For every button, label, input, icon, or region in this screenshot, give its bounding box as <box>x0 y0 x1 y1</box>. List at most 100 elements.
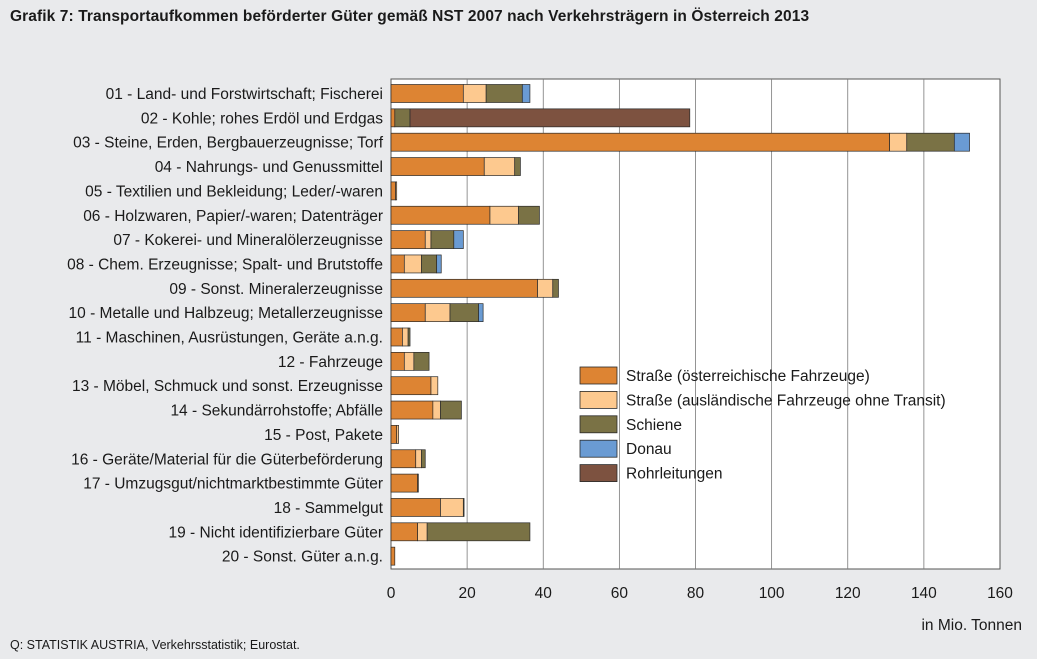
bar-segment-7-series-3 <box>430 230 455 249</box>
bar-segment-5-series-2 <box>395 181 398 201</box>
bar-segment-8-series-2 <box>403 254 422 274</box>
category-label-3: 03 - Steine, Erden, Bergbauerzeugnisse; … <box>73 135 384 152</box>
category-label-9: 09 - Sonst. Mineralerzeugnisse <box>169 281 383 298</box>
category-label-15: 15 - Post, Pakete <box>264 427 383 444</box>
legend-label-3: Schiene <box>626 417 682 434</box>
bar-segment-4-series-2 <box>483 157 516 176</box>
bar-segment-10-series-1 <box>390 303 426 322</box>
category-label-8: 08 - Chem. Erzeugnisse; Spalt- und Bruts… <box>67 256 383 273</box>
category-label-17: 17 - Umzugsgut/nichtmarktbestimmte Güter <box>83 476 383 493</box>
x-axis-ticks: 0 20 40 60 80 100 120 140 160 <box>387 585 1014 602</box>
legend-label-1: Straße (österreichische Fahrzeuge) <box>626 368 870 385</box>
bar-segment-5-series-1 <box>390 181 396 201</box>
x-tick-label-20: 20 <box>459 585 477 602</box>
category-label-5: 05 - Textilien und Bekleidung; Leder/-wa… <box>85 183 383 200</box>
source-note: Q: STATISTIK AUSTRIA, Verkehrsstatistik;… <box>10 638 300 652</box>
bar-segment-9-series-1 <box>390 278 538 298</box>
x-tick-label-160: 160 <box>987 585 1013 602</box>
bar-segment-12-series-3 <box>413 352 430 371</box>
bar-segment-7-series-1 <box>390 230 426 249</box>
category-label-1: 01 - Land- und Forstwirtschaft; Fischere… <box>106 86 383 103</box>
bar-segment-14-series-3 <box>440 400 462 420</box>
category-label-14: 14 - Sekundärrohstoffe; Abfälle <box>170 403 383 420</box>
bar-segment-19-series-1 <box>390 522 418 542</box>
bar-segment-10-series-4 <box>478 303 484 322</box>
bar-segment-3-series-2 <box>889 132 908 152</box>
x-tick-label-60: 60 <box>611 585 629 602</box>
bar-segment-7-series-2 <box>424 230 432 249</box>
bar-segment-16-series-2 <box>415 449 422 469</box>
legend-label-2: Straße (ausländische Fahrzeuge ohne Tran… <box>626 392 946 409</box>
category-label-6: 06 - Holzwaren, Papier/-waren; Datenträg… <box>83 208 383 225</box>
legend-label-4: Donau <box>626 441 672 458</box>
bar-segment-16-series-3 <box>421 449 426 469</box>
bar-segment-17-series-2 <box>417 473 419 493</box>
bar-segment-1-series-1 <box>390 84 464 103</box>
category-labels: 01 - Land- und Forstwirtschaft; Fischere… <box>67 86 384 566</box>
x-tick-label-120: 120 <box>835 585 861 602</box>
bar-segment-19-series-3 <box>426 522 531 542</box>
bar-segment-2-series-3 <box>394 108 411 128</box>
bar-segment-6-series-1 <box>390 205 491 225</box>
bar-segment-13-series-2 <box>430 376 439 396</box>
bar-segment-1-series-3 <box>485 84 523 103</box>
legend-swatch-5 <box>579 464 618 483</box>
bar-segment-12-series-1 <box>390 352 405 371</box>
legend-swatch-4 <box>579 439 618 458</box>
bar-segment-3-series-1 <box>390 132 890 152</box>
category-label-13: 13 - Möbel, Schmuck und sonst. Erzeugnis… <box>72 378 383 395</box>
bar-segment-9-series-3 <box>552 278 559 298</box>
bar-segment-13-series-1 <box>390 376 432 396</box>
bar-segment-10-series-2 <box>424 303 451 322</box>
category-label-16: 16 - Geräte/Material für die Güterbeförd… <box>71 451 383 468</box>
bar-segment-1-series-2 <box>462 84 487 103</box>
bar-segment-18-series-1 <box>390 498 441 517</box>
bar-segment-10-series-3 <box>449 303 479 322</box>
chart-title: Grafik 7: Transportaufkommen beförderter… <box>10 8 810 25</box>
category-label-2: 02 - Kohle; rohes Erdöl und Erdgas <box>141 110 383 127</box>
category-label-20: 20 - Sonst. Güter a.n.g. <box>222 549 383 566</box>
x-axis-unit-label: in Mio. Tonnen <box>921 617 1022 634</box>
category-label-7: 07 - Kokerei- und Mineralölerzeugnisse <box>113 232 383 249</box>
bar-segment-8-series-1 <box>390 254 405 274</box>
bar-segment-11-series-1 <box>390 327 403 347</box>
bar-segment-7-series-4 <box>453 230 464 249</box>
x-tick-label-80: 80 <box>687 585 705 602</box>
bar-segment-11-series-3 <box>407 327 411 347</box>
x-tick-label-140: 140 <box>911 585 937 602</box>
category-label-12: 12 - Fahrzeuge <box>278 354 383 371</box>
category-label-4: 04 - Nahrungs- und Genussmittel <box>155 159 383 176</box>
category-label-18: 18 - Sammelgut <box>274 500 384 517</box>
bar-segment-14-series-1 <box>390 400 434 420</box>
x-tick-label-0: 0 <box>387 585 396 602</box>
legend-swatch-1 <box>579 366 618 385</box>
bar-segment-11-series-2 <box>402 327 409 347</box>
bar-segment-6-series-3 <box>518 205 540 225</box>
bar-segment-18-series-2 <box>440 498 464 517</box>
bar-segment-12-series-2 <box>403 352 415 371</box>
legend-swatch-2 <box>579 390 618 409</box>
bar-segment-17-series-1 <box>390 473 418 493</box>
x-tick-label-40: 40 <box>535 585 553 602</box>
bar-segment-14-series-2 <box>432 400 441 420</box>
bars <box>390 84 970 566</box>
bar-segment-3-series-3 <box>906 132 955 152</box>
bar-segment-2-series-5 <box>409 108 691 128</box>
category-label-10: 10 - Metalle und Halbzeug; Metallerzeugn… <box>69 305 383 322</box>
bar-segment-8-series-3 <box>421 254 438 274</box>
bar-segment-15-series-2 <box>396 425 399 444</box>
bar-segment-4-series-3 <box>514 157 521 176</box>
bar-segment-20-series-1 <box>390 546 396 566</box>
bar-segment-2-series-1 <box>390 108 396 128</box>
legend-swatch-3 <box>579 415 618 434</box>
bar-segment-3-series-4 <box>953 132 970 152</box>
legend-label-5: Rohrleitungen <box>626 466 723 483</box>
bar-segment-8-series-4 <box>436 254 442 274</box>
category-label-19: 19 - Nicht identifizierbare Güter <box>168 524 383 541</box>
bar-segment-6-series-2 <box>489 205 519 225</box>
x-tick-label-100: 100 <box>759 585 785 602</box>
bar-segment-1-series-4 <box>521 84 531 103</box>
bar-segment-4-series-1 <box>390 157 485 176</box>
category-label-11: 11 - Maschinen, Ausrüstungen, Geräte a.n… <box>76 330 383 347</box>
